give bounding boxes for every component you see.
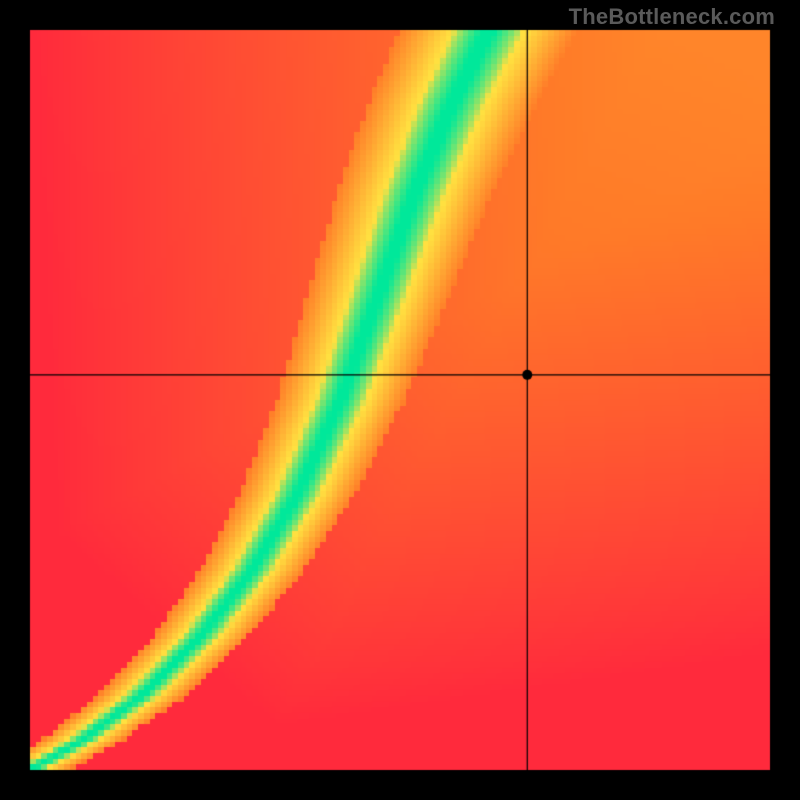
watermark-text: TheBottleneck.com — [569, 4, 775, 30]
bottleneck-heatmap — [0, 0, 800, 800]
